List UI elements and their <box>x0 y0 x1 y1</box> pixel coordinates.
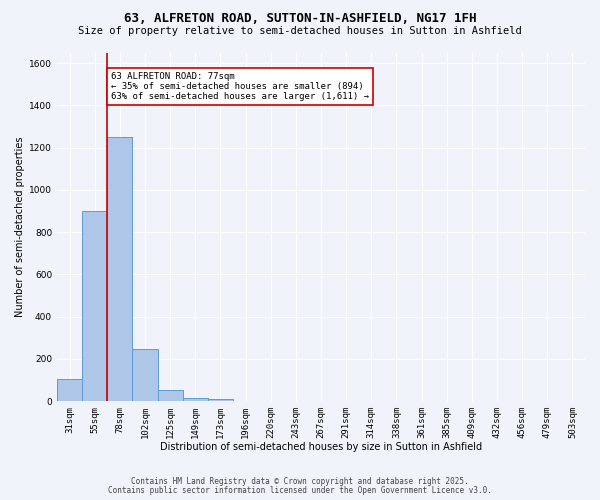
Y-axis label: Number of semi-detached properties: Number of semi-detached properties <box>15 136 25 317</box>
Bar <box>82 211 107 401</box>
Bar <box>107 137 133 401</box>
Bar <box>183 398 208 401</box>
Text: 63, ALFRETON ROAD, SUTTON-IN-ASHFIELD, NG17 1FH: 63, ALFRETON ROAD, SUTTON-IN-ASHFIELD, N… <box>124 12 476 26</box>
Text: Contains public sector information licensed under the Open Government Licence v3: Contains public sector information licen… <box>108 486 492 495</box>
X-axis label: Distribution of semi-detached houses by size in Sutton in Ashfield: Distribution of semi-detached houses by … <box>160 442 482 452</box>
Bar <box>158 390 183 401</box>
Text: Size of property relative to semi-detached houses in Sutton in Ashfield: Size of property relative to semi-detach… <box>78 26 522 36</box>
Text: Contains HM Land Registry data © Crown copyright and database right 2025.: Contains HM Land Registry data © Crown c… <box>131 477 469 486</box>
Bar <box>133 350 158 401</box>
Text: 63 ALFRETON ROAD: 77sqm
← 35% of semi-detached houses are smaller (894)
63% of s: 63 ALFRETON ROAD: 77sqm ← 35% of semi-de… <box>111 72 369 102</box>
Bar <box>208 399 233 401</box>
Bar <box>57 379 82 401</box>
